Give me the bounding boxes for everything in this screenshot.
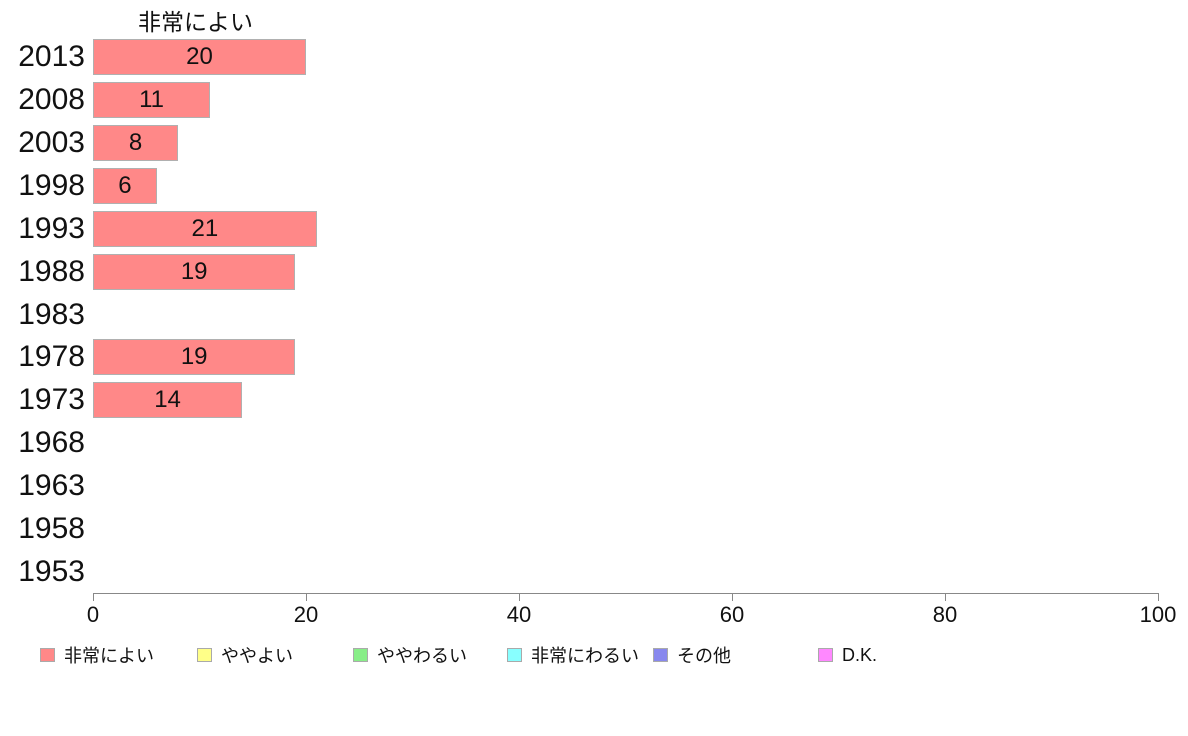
x-axis-tick-label: 60: [719, 602, 745, 627]
bar: 6: [93, 167, 157, 204]
legend-label: ややよい: [221, 646, 293, 666]
x-axis-tick-label: 40: [506, 602, 532, 627]
x-axis-tick-label: 0: [86, 602, 100, 627]
legend-item: 非常によい: [40, 644, 154, 666]
bar: 19: [93, 339, 296, 376]
legend-swatch: [353, 648, 368, 662]
bar-value-label: 19: [180, 257, 208, 285]
category-label: 1968: [18, 426, 85, 460]
bar: 11: [93, 82, 211, 119]
category-label: 1973: [18, 383, 85, 417]
category-label: 1953: [18, 554, 85, 588]
category-label: 2013: [18, 40, 85, 74]
x-axis-tick-label: 100: [1139, 602, 1177, 627]
bar-value-label: 11: [139, 86, 165, 114]
legend-label: その他: [677, 646, 731, 666]
category-label: 1993: [18, 211, 85, 245]
legend-item: その他: [653, 644, 731, 666]
category-label: 1988: [18, 254, 85, 288]
x-axis-tick: [306, 593, 307, 601]
category-label: 1958: [18, 511, 85, 545]
bar-value-label: 14: [154, 386, 181, 414]
legend-swatch: [197, 648, 212, 662]
category-label: 1998: [18, 168, 85, 202]
category-label: 1963: [18, 468, 85, 502]
x-axis-tick: [519, 593, 520, 601]
category-label: 2008: [18, 83, 85, 117]
x-axis-tick: [93, 593, 94, 601]
legend-label: D.K.: [842, 644, 878, 665]
bar: 14: [93, 382, 243, 419]
legend-swatch: [507, 648, 522, 662]
bar-value-label: 21: [191, 214, 219, 242]
bar-value-label: 6: [118, 171, 132, 199]
legend-label: 非常にわるい: [531, 646, 639, 666]
legend-label: 非常によい: [64, 646, 154, 666]
bar-value-label: 20: [186, 43, 213, 71]
bar-value-label: 8: [128, 129, 143, 157]
x-axis-tick: [1158, 593, 1159, 601]
legend-label: ややわるい: [377, 646, 467, 666]
legend-item: ややわるい: [353, 644, 467, 666]
x-axis-tick-label: 20: [293, 602, 319, 627]
x-axis-line: [93, 593, 1159, 594]
bar: 20: [93, 39, 306, 76]
legend-item: D.K.: [818, 644, 877, 666]
bar: 8: [93, 125, 179, 162]
bar-value-label: 19: [180, 343, 208, 371]
bar: 19: [93, 253, 296, 290]
legend-item: ややよい: [197, 644, 293, 666]
category-label: 2003: [18, 126, 85, 160]
chart-title: 非常によい: [138, 9, 253, 35]
legend-swatch: [818, 648, 833, 662]
bar: 21: [93, 210, 317, 247]
category-label: 1978: [18, 340, 85, 374]
legend-swatch: [653, 648, 668, 662]
legend-item: 非常にわるい: [507, 644, 639, 666]
category-label: 1983: [18, 297, 85, 331]
legend-swatch: [40, 648, 55, 662]
x-axis-tick: [732, 593, 733, 601]
x-axis-tick: [945, 593, 946, 601]
x-axis-tick-label: 80: [932, 602, 958, 627]
